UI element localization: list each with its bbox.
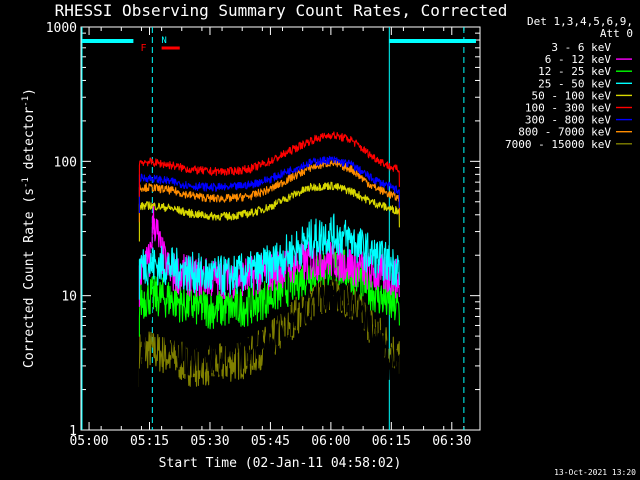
chart-title: RHESSI Observing Summary Count Rates, Co… xyxy=(55,1,508,20)
legend-entry-label: 7000 - 15000 keV xyxy=(505,138,611,151)
plot-frame xyxy=(80,26,481,431)
x-tick-label: 05:00 xyxy=(69,434,108,449)
y-tick-label: 100 xyxy=(54,155,77,170)
legend-entry-label: 12 - 25 keV xyxy=(538,65,611,78)
footer-timestamp: 13-Oct-2021 13:20 xyxy=(554,468,636,477)
x-axis-label: Start Time (02-Jan-11 04:58:02) xyxy=(159,456,402,471)
axis-ticks: 05:00 05:15 05:30 05:45 06:00 06:15 06:30 1 10 10… xyxy=(46,21,480,449)
x-tick-label: 06:30 xyxy=(432,434,471,449)
overlay-markers: FN xyxy=(81,27,476,430)
flare-flag-label: F xyxy=(140,43,146,54)
legend-header-line1: Det 1,3,4,5,6,9, xyxy=(527,15,633,28)
legend-entry-label: 3 - 6 keV xyxy=(551,41,611,54)
y-tick-label: 1 xyxy=(69,424,77,439)
x-tick-label: 05:15 xyxy=(130,434,169,449)
x-tick-label: 05:45 xyxy=(251,434,290,449)
night-flag-label: N xyxy=(161,36,166,46)
legend-header-line2: Att 0 xyxy=(600,27,633,40)
legend-entry-label: 6 - 12 keV xyxy=(545,53,612,66)
y-tick-label: 1000 xyxy=(46,21,77,36)
x-tick-label: 05:30 xyxy=(190,434,229,449)
legend-entry-label: 100 - 300 keV xyxy=(525,102,611,115)
series-line xyxy=(138,158,400,223)
x-tick-label: 06:15 xyxy=(372,434,411,449)
series-line xyxy=(138,155,400,213)
y-tick-label: 10 xyxy=(61,290,77,305)
series-line xyxy=(138,265,400,412)
series-line xyxy=(138,213,400,300)
legend-entry-label: 25 - 50 keV xyxy=(538,77,611,90)
y-axis-label: Corrected Count Rate (s-1 detector-1) xyxy=(21,88,37,368)
series-layer xyxy=(138,131,400,412)
x-tick-label: 06:00 xyxy=(311,434,350,449)
legend-entry-label: 300 - 800 keV xyxy=(525,114,611,127)
legend-entry-label: 50 - 100 keV xyxy=(532,89,612,102)
legend-entry-label: 800 - 7000 keV xyxy=(518,126,611,139)
series-line xyxy=(138,131,400,197)
series-line xyxy=(138,181,400,242)
